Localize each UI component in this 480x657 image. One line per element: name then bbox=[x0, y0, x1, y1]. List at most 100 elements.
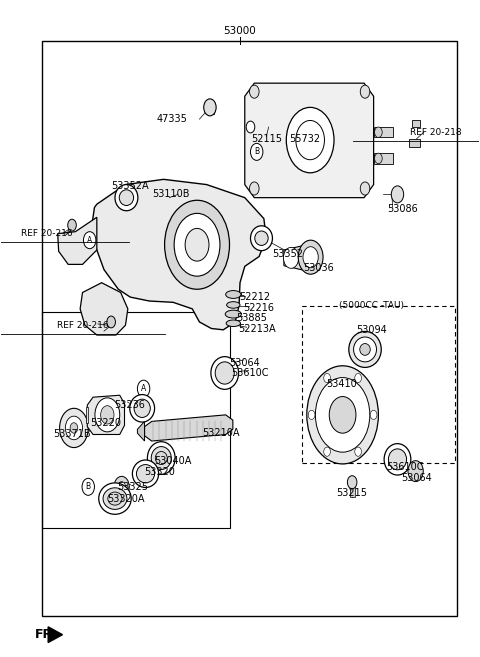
Circle shape bbox=[329, 397, 356, 433]
Ellipse shape bbox=[132, 460, 158, 487]
Ellipse shape bbox=[251, 226, 273, 251]
Circle shape bbox=[315, 378, 370, 452]
Polygon shape bbox=[373, 127, 393, 137]
Text: 53236: 53236 bbox=[114, 400, 145, 410]
Ellipse shape bbox=[99, 483, 131, 514]
Polygon shape bbox=[137, 421, 144, 441]
Ellipse shape bbox=[136, 464, 155, 483]
Circle shape bbox=[246, 121, 255, 133]
Circle shape bbox=[298, 240, 323, 274]
Circle shape bbox=[324, 373, 330, 382]
Circle shape bbox=[324, 447, 330, 456]
Text: 53220: 53220 bbox=[90, 419, 121, 428]
Text: 53086: 53086 bbox=[387, 204, 418, 214]
Text: REF 20-218: REF 20-218 bbox=[410, 127, 461, 137]
Text: A: A bbox=[87, 236, 92, 244]
Text: 53110B: 53110B bbox=[152, 189, 190, 198]
Text: 53352A: 53352A bbox=[111, 181, 149, 191]
Circle shape bbox=[408, 461, 423, 482]
Polygon shape bbox=[409, 139, 420, 147]
Text: 55732: 55732 bbox=[289, 134, 320, 144]
Text: 53320A: 53320A bbox=[108, 493, 145, 504]
Ellipse shape bbox=[151, 447, 171, 470]
Bar bbox=[42, 312, 230, 528]
Text: 53210A: 53210A bbox=[202, 428, 240, 438]
Circle shape bbox=[250, 85, 259, 98]
Text: 53215: 53215 bbox=[336, 488, 368, 499]
Circle shape bbox=[296, 120, 324, 160]
Circle shape bbox=[70, 422, 78, 433]
Circle shape bbox=[107, 316, 116, 328]
Ellipse shape bbox=[211, 357, 239, 390]
Polygon shape bbox=[92, 179, 266, 330]
Text: REF 20-216: REF 20-216 bbox=[57, 321, 108, 330]
Circle shape bbox=[303, 247, 318, 267]
Circle shape bbox=[355, 373, 361, 382]
Text: 53610C: 53610C bbox=[231, 368, 268, 378]
Polygon shape bbox=[80, 283, 128, 335]
Circle shape bbox=[185, 229, 209, 261]
Circle shape bbox=[84, 232, 96, 249]
Circle shape bbox=[60, 408, 88, 447]
Circle shape bbox=[118, 482, 125, 492]
Circle shape bbox=[165, 200, 229, 289]
Text: 53094: 53094 bbox=[356, 325, 386, 335]
Text: 52216: 52216 bbox=[243, 303, 275, 313]
Text: 52115: 52115 bbox=[251, 134, 282, 144]
Circle shape bbox=[374, 127, 382, 137]
Text: 47335: 47335 bbox=[156, 114, 188, 124]
Circle shape bbox=[360, 85, 370, 98]
Polygon shape bbox=[48, 627, 62, 643]
Circle shape bbox=[360, 182, 370, 195]
Ellipse shape bbox=[349, 331, 381, 367]
Ellipse shape bbox=[354, 337, 376, 362]
Polygon shape bbox=[87, 396, 124, 434]
Polygon shape bbox=[412, 120, 420, 127]
Text: (5000CC -TAU): (5000CC -TAU) bbox=[339, 301, 404, 310]
Text: B: B bbox=[86, 482, 91, 491]
Text: 52213A: 52213A bbox=[238, 323, 276, 334]
Text: 53885: 53885 bbox=[237, 313, 267, 323]
Circle shape bbox=[370, 410, 377, 419]
Ellipse shape bbox=[103, 487, 127, 509]
Circle shape bbox=[391, 186, 404, 203]
Polygon shape bbox=[58, 217, 97, 264]
Polygon shape bbox=[86, 407, 88, 422]
Text: 53325: 53325 bbox=[117, 482, 148, 492]
Text: 53000: 53000 bbox=[224, 26, 256, 36]
Circle shape bbox=[355, 447, 361, 456]
Bar bbox=[205, 101, 214, 114]
Ellipse shape bbox=[147, 442, 175, 474]
Circle shape bbox=[283, 248, 299, 268]
Text: 53610C: 53610C bbox=[386, 462, 423, 472]
Polygon shape bbox=[245, 83, 373, 198]
Circle shape bbox=[250, 182, 259, 195]
Ellipse shape bbox=[227, 302, 240, 308]
Ellipse shape bbox=[384, 443, 411, 475]
Polygon shape bbox=[144, 415, 233, 441]
Circle shape bbox=[65, 416, 83, 440]
Ellipse shape bbox=[130, 395, 155, 422]
Text: REF 20-216: REF 20-216 bbox=[21, 229, 72, 238]
Ellipse shape bbox=[108, 492, 122, 505]
Text: 53064: 53064 bbox=[401, 472, 432, 483]
Circle shape bbox=[251, 143, 263, 160]
Text: 53064: 53064 bbox=[229, 357, 260, 367]
Circle shape bbox=[82, 478, 95, 495]
Text: A: A bbox=[141, 384, 146, 393]
Ellipse shape bbox=[226, 290, 241, 298]
Text: 52212: 52212 bbox=[239, 292, 270, 302]
Text: 53352: 53352 bbox=[272, 249, 303, 259]
Bar bbox=[350, 486, 355, 497]
Circle shape bbox=[348, 476, 357, 489]
Text: 53410: 53410 bbox=[326, 379, 357, 389]
Circle shape bbox=[101, 406, 114, 424]
Circle shape bbox=[204, 99, 216, 116]
Bar bbox=[302, 306, 455, 463]
Ellipse shape bbox=[156, 451, 167, 464]
Circle shape bbox=[95, 398, 120, 432]
Ellipse shape bbox=[360, 344, 370, 355]
Ellipse shape bbox=[134, 399, 150, 417]
Ellipse shape bbox=[226, 320, 240, 327]
Circle shape bbox=[286, 107, 334, 173]
